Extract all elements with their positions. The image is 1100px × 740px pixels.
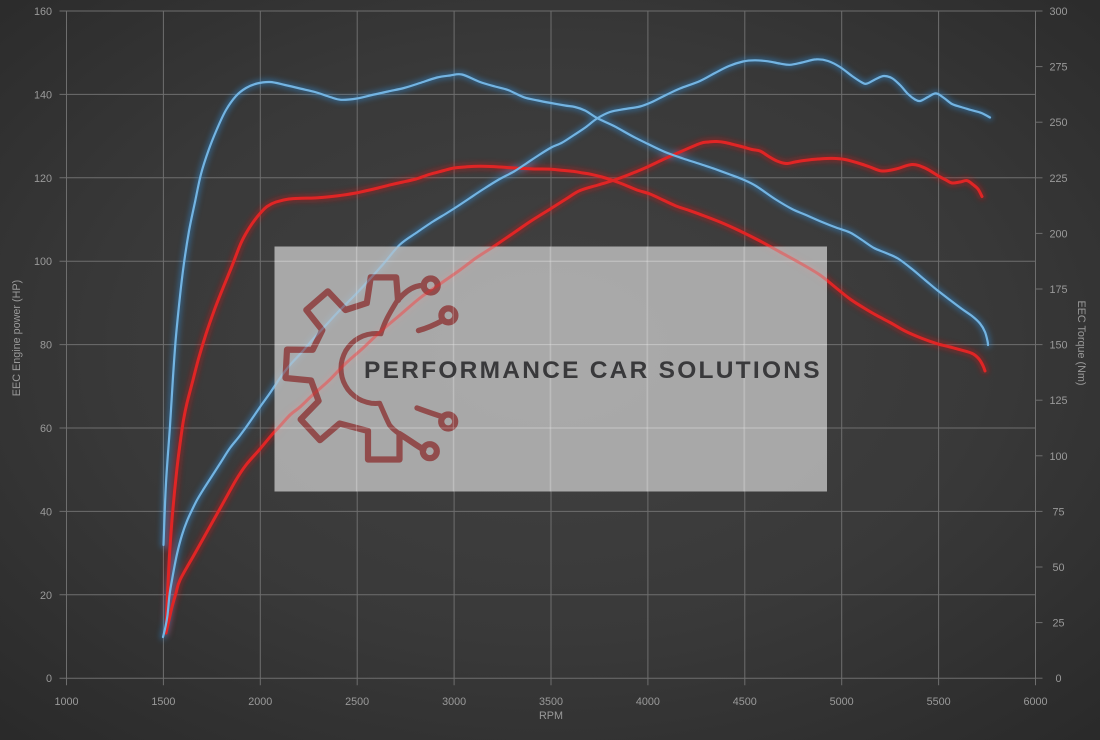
svg-text:1500: 1500 xyxy=(151,696,175,708)
svg-text:4000: 4000 xyxy=(636,696,660,708)
svg-text:20: 20 xyxy=(40,590,52,602)
svg-text:EEC Torque (Nm): EEC Torque (Nm) xyxy=(1075,301,1087,386)
svg-text:200: 200 xyxy=(1049,228,1067,240)
svg-text:100: 100 xyxy=(1049,451,1067,463)
svg-text:5500: 5500 xyxy=(927,696,951,708)
svg-text:75: 75 xyxy=(1052,506,1064,518)
svg-text:125: 125 xyxy=(1049,395,1067,407)
svg-text:25: 25 xyxy=(1052,618,1064,630)
svg-text:3500: 3500 xyxy=(539,696,563,708)
svg-text:300: 300 xyxy=(1049,6,1067,18)
svg-text:250: 250 xyxy=(1049,117,1067,129)
svg-text:5000: 5000 xyxy=(830,696,854,708)
svg-text:4500: 4500 xyxy=(733,696,757,708)
svg-text:120: 120 xyxy=(34,173,52,185)
svg-text:60: 60 xyxy=(40,423,52,435)
svg-text:2000: 2000 xyxy=(248,696,272,708)
svg-text:100: 100 xyxy=(34,256,52,268)
svg-text:150: 150 xyxy=(1049,340,1067,352)
svg-text:1000: 1000 xyxy=(54,696,78,708)
svg-text:PERFORMANCE CAR SOLUTIONS: PERFORMANCE CAR SOLUTIONS xyxy=(364,357,822,384)
svg-text:6000: 6000 xyxy=(1023,696,1047,708)
svg-text:160: 160 xyxy=(34,6,52,18)
svg-text:0: 0 xyxy=(46,673,52,685)
svg-text:0: 0 xyxy=(1055,673,1061,685)
svg-text:3000: 3000 xyxy=(442,696,466,708)
svg-text:175: 175 xyxy=(1049,284,1067,296)
svg-text:140: 140 xyxy=(34,89,52,101)
svg-text:275: 275 xyxy=(1049,62,1067,74)
svg-text:40: 40 xyxy=(40,506,52,518)
svg-text:50: 50 xyxy=(1052,562,1064,574)
svg-text:2500: 2500 xyxy=(345,696,369,708)
svg-text:80: 80 xyxy=(40,340,52,352)
svg-text:EEC Engine power (HP): EEC Engine power (HP) xyxy=(11,280,23,396)
svg-text:225: 225 xyxy=(1049,173,1067,185)
svg-text:RPM: RPM xyxy=(539,710,563,722)
